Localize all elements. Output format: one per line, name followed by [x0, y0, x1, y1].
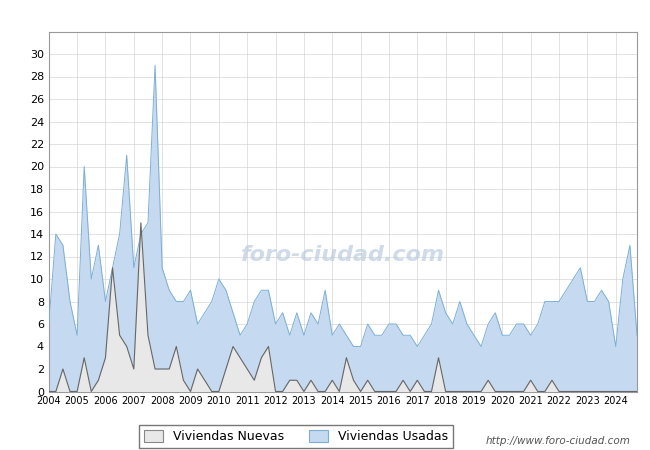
Legend: Viviendas Nuevas, Viviendas Usadas: Viviendas Nuevas, Viviendas Usadas	[139, 425, 452, 448]
Text: http://www.foro-ciudad.com: http://www.foro-ciudad.com	[486, 436, 630, 446]
Text: foro-ciudad.com: foro-ciudad.com	[241, 245, 445, 265]
Text: Sahagún - Evolucion del Nº de Transacciones Inmobiliarias: Sahagún - Evolucion del Nº de Transaccio…	[83, 10, 567, 27]
